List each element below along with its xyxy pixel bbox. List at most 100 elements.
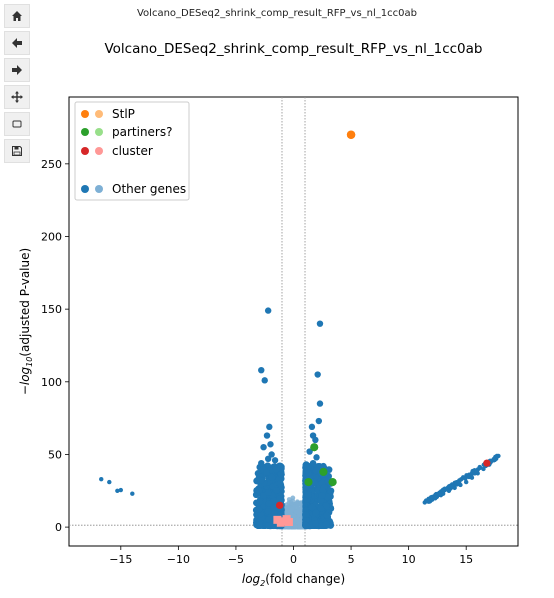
data-point-partners: [310, 443, 319, 452]
sig-point: [256, 521, 263, 529]
sig-point: [277, 470, 285, 478]
pan-button[interactable]: [4, 85, 30, 109]
sig-point: [264, 522, 272, 530]
legend-label: partiners?: [112, 125, 173, 139]
sig-point: [466, 474, 472, 480]
data-point-othergenes: [308, 423, 316, 431]
data-point-othergenes: [261, 377, 268, 384]
data-point-othergenes: [264, 455, 272, 463]
data-point-othergenes: [99, 476, 104, 482]
home-button[interactable]: [4, 4, 30, 28]
legend-marker-light: [95, 110, 103, 118]
sig-point: [312, 520, 319, 527]
nonsig-point: [292, 524, 298, 530]
data-point-stlp: [346, 130, 356, 139]
sig-point: [312, 467, 320, 475]
nonsig-point: [296, 506, 302, 512]
sig-point: [304, 491, 312, 499]
zoom-icon: [12, 120, 22, 128]
data-point-cluster: [276, 501, 284, 509]
zoom-button[interactable]: [4, 112, 30, 136]
x-tick-label: 15: [459, 553, 473, 566]
sig-point: [308, 503, 316, 511]
sig-point: [432, 496, 438, 501]
data-point-othergenes: [314, 371, 321, 378]
data-point-othergenes: [320, 462, 327, 470]
x-tick-label: −15: [109, 553, 132, 566]
data-point-othergenes: [463, 479, 469, 485]
sig-point: [263, 468, 270, 476]
sig-point: [436, 491, 442, 496]
y-tick-label: 100: [41, 376, 62, 389]
sig-point: [272, 465, 280, 473]
sig-point: [325, 472, 333, 480]
data-point-othergenes: [267, 441, 274, 448]
x-tick-label: 10: [402, 553, 416, 566]
data-point-othergenes: [260, 443, 267, 451]
sig-point: [322, 502, 330, 510]
sig-point: [270, 510, 278, 517]
chart-title: Volcano_DESeq2_shrink_comp_result_RFP_vs…: [104, 41, 482, 57]
sig-point: [323, 511, 331, 519]
sig-point: [469, 470, 475, 476]
sig-point: [460, 475, 466, 480]
legend-label: cluster: [112, 144, 153, 158]
y-tick-label: 50: [48, 448, 62, 461]
sig-point: [323, 493, 331, 501]
cluster-light-point: [276, 518, 285, 527]
legend-marker-dark: [81, 185, 89, 193]
sig-point: [302, 521, 310, 529]
x-axis-label: log2(fold change): [242, 572, 345, 588]
data-point-cluster: [483, 459, 491, 467]
x-tick-label: −10: [167, 553, 190, 566]
forward-button[interactable]: [4, 58, 30, 82]
nonsig-point: [296, 524, 302, 530]
sig-point: [276, 480, 284, 487]
data-point-othergenes: [258, 459, 265, 467]
data-point-othergenes: [266, 423, 273, 431]
forward-icon: [12, 65, 22, 75]
legend-box: [74, 101, 190, 201]
legend-marker-light: [95, 128, 103, 136]
sig-point: [304, 469, 312, 477]
data-point-othergenes: [264, 307, 272, 314]
sig-point: [268, 473, 276, 481]
nonsig-point: [296, 511, 302, 516]
data-point-othergenes: [316, 400, 324, 407]
sig-point: [303, 516, 310, 524]
data-point-othergenes: [268, 451, 275, 458]
data-point-othergenes: [309, 459, 317, 467]
sig-point: [312, 509, 320, 517]
sig-point: [447, 483, 453, 489]
sig-point: [477, 464, 482, 470]
x-tick-label: 5: [348, 553, 355, 566]
sig-point: [318, 492, 326, 499]
legend-marker-dark: [81, 147, 89, 155]
plot-marks: [69, 97, 518, 546]
data-point-othergenes: [263, 432, 271, 439]
y-tick-label: 250: [41, 158, 62, 171]
sig-point: [265, 516, 273, 523]
sig-point: [264, 507, 272, 515]
data-point-partners: [304, 478, 313, 487]
sig-point: [302, 511, 310, 519]
data-point-othergenes: [115, 488, 120, 493]
save-icon: [12, 146, 22, 156]
x-tick-label: −5: [228, 553, 244, 566]
data-point-othergenes: [313, 454, 320, 461]
legend-label: Other genes: [112, 182, 186, 196]
data-point-othergenes: [258, 366, 265, 374]
back-icon: [12, 38, 22, 48]
save-button[interactable]: [4, 139, 30, 163]
x-tick-label: 0: [290, 553, 297, 566]
data-point-othergenes: [316, 320, 324, 327]
data-point-othergenes: [315, 417, 323, 425]
window-title: Volcano_DESeq2_shrink_comp_result_RFP_vs…: [136, 8, 417, 19]
data-point-othergenes: [107, 479, 112, 485]
sig-point: [270, 504, 278, 512]
legend-label: StlP: [112, 107, 135, 121]
sig-point: [456, 479, 461, 485]
back-button[interactable]: [4, 31, 30, 55]
legend-marker-dark: [81, 110, 89, 118]
data-point-othergenes: [312, 436, 319, 444]
